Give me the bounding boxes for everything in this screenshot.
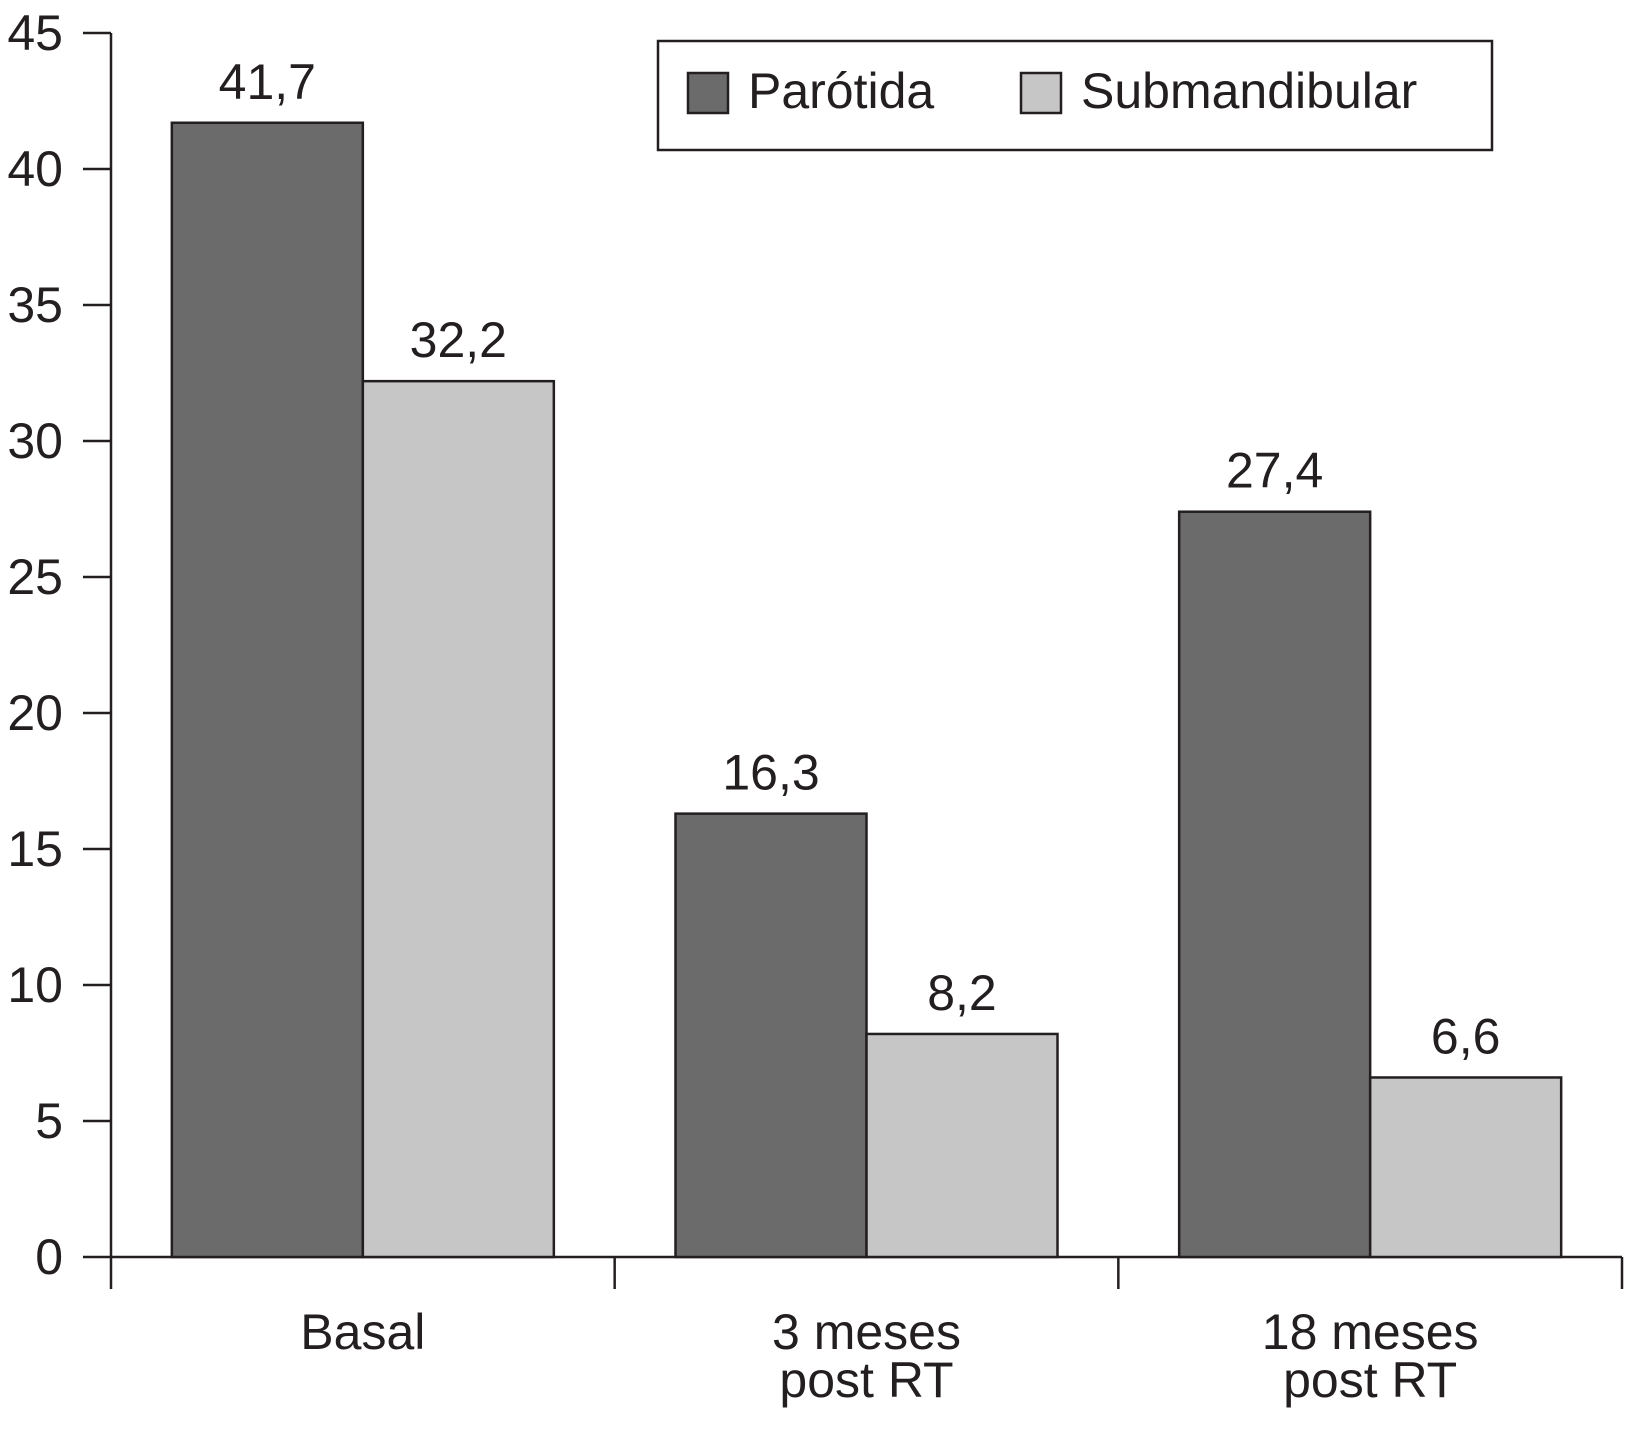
legend-box bbox=[656, 39, 1494, 152]
y-tick-label: 35 bbox=[7, 277, 63, 333]
x-tick-label: post RT bbox=[779, 1352, 953, 1408]
legend-swatch-submandibular bbox=[1019, 71, 1063, 115]
y-tick-label: 5 bbox=[35, 1093, 63, 1149]
legend-label-parotida: Parótida bbox=[748, 63, 934, 119]
data-label: 27,4 bbox=[1226, 443, 1323, 499]
legend: Parótida Submandibular bbox=[656, 39, 1494, 152]
bar-parotida bbox=[674, 812, 868, 1259]
x-tick-label: 3 meses bbox=[772, 1304, 961, 1360]
y-tick-label: 40 bbox=[7, 141, 63, 197]
x-tick-label: Basal bbox=[300, 1304, 425, 1360]
y-tick-label: 10 bbox=[7, 957, 63, 1013]
data-label: 32,2 bbox=[410, 312, 507, 368]
legend-label-submandibular: Submandibular bbox=[1081, 63, 1417, 119]
legend-swatch-parotida bbox=[686, 71, 730, 115]
y-tick-label: 25 bbox=[7, 549, 63, 605]
y-axis: 0 5 10 15 20 25 30 35 40 45 bbox=[7, 5, 113, 1285]
bars: 41,7 32,2 16,3 8,2 27,4 6,6 bbox=[170, 54, 1563, 1259]
x-tick-label: post RT bbox=[1283, 1352, 1457, 1408]
bar-parotida bbox=[1177, 510, 1372, 1259]
data-label: 8,2 bbox=[927, 965, 997, 1021]
bar-submandibular bbox=[1368, 1076, 1563, 1259]
x-tick-label: 18 meses bbox=[1262, 1304, 1479, 1360]
y-tick-label: 45 bbox=[7, 5, 63, 61]
y-tick-label: 30 bbox=[7, 413, 63, 469]
y-tick-label: 20 bbox=[7, 685, 63, 741]
bar-parotida bbox=[170, 121, 365, 1259]
bar-submandibular bbox=[865, 1032, 1059, 1259]
data-label: 16,3 bbox=[722, 745, 819, 801]
y-tick-label: 15 bbox=[7, 821, 63, 877]
y-tick-label: 0 bbox=[35, 1229, 63, 1285]
data-label: 41,7 bbox=[219, 54, 316, 110]
data-label: 6,6 bbox=[1431, 1008, 1501, 1064]
bar-submandibular bbox=[361, 379, 556, 1259]
